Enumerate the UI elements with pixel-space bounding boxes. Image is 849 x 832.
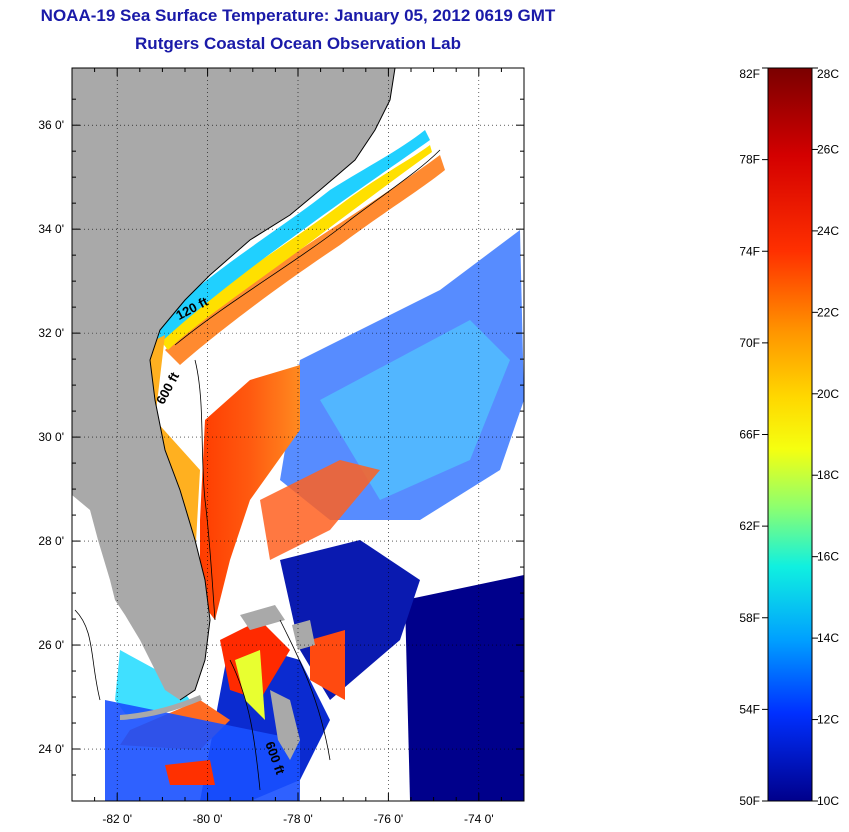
colorbar-label-fahrenheit: 66F [739, 428, 760, 442]
shelf-water [165, 155, 445, 365]
shelf-water [145, 335, 200, 560]
coastline [149, 68, 396, 701]
isobath-600ft [229, 659, 261, 791]
land-florida-keys [120, 695, 202, 720]
colorbar-label-fahrenheit: 62F [739, 519, 760, 533]
colorbar-label-celsius: 26C [817, 142, 839, 156]
shelf-water [235, 650, 265, 720]
cold-water-region [405, 575, 524, 801]
page-subtitle: Rutgers Coastal Ocean Observation Lab [135, 34, 461, 53]
colorbar [767, 67, 813, 802]
gulf-stream [310, 630, 345, 700]
isobath-600ft [74, 609, 101, 701]
colorbar-label-celsius: 20C [817, 387, 839, 401]
colorbar-label-celsius: 14C [817, 631, 839, 645]
colorbar-label-celsius: 12C [817, 713, 839, 727]
tick-label-lat: 32 0' [38, 326, 64, 340]
tick-label-lat: 34 0' [38, 222, 64, 236]
page-title: NOAA-19 Sea Surface Temperature: January… [40, 6, 556, 25]
shelf-water [150, 130, 430, 345]
colorbar-label-celsius: 18C [817, 468, 839, 482]
map-gridlines [72, 68, 524, 801]
colorbar-label-celsius: 22C [817, 305, 839, 319]
gulf-stream [200, 365, 300, 620]
cold-water-region [105, 700, 300, 801]
tick-label-lon: -76 0' [374, 812, 404, 826]
colorbar-label-celsius: 16C [817, 550, 839, 564]
land-bahamas [270, 690, 300, 760]
colorbar-label-fahrenheit: 50F [739, 794, 760, 808]
colorbar-label-celsius: 24C [817, 224, 839, 238]
map-ticks: 36 0' 34 0' 32 0' 30 0' 28 0' 26 0' 24 0' -82 0… [38, 68, 524, 826]
tick-label-lat: 28 0' [38, 534, 64, 548]
land-us-southeast [72, 68, 395, 700]
tick-label-lon: -78 0' [283, 812, 313, 826]
tick-label-lat: 30 0' [38, 430, 64, 444]
tick-label-lon: -80 0' [193, 812, 223, 826]
shelf-water [115, 650, 190, 720]
colorbar-label-fahrenheit: 74F [739, 244, 760, 258]
colorbar-label-fahrenheit: 82F [739, 67, 760, 81]
isobath-120ft [174, 149, 441, 346]
tick-label-lon: -82 0' [102, 812, 132, 826]
colorbar-label-fahrenheit: 78F [739, 153, 760, 167]
shelf-water [160, 145, 432, 350]
tick-label-lat: 24 0' [38, 742, 64, 756]
colorbar-label-celsius: 10C [817, 794, 839, 808]
land-bahamas [240, 605, 285, 630]
land-bahamas [292, 620, 315, 650]
isobath-600ft [279, 619, 331, 761]
colorbar-labels: 82F 78F 74F 70F 66F 62F 58F 54F 50F 28C 26C 24C 22C 2… [739, 67, 839, 808]
gulf-stream [165, 760, 215, 785]
isobath-600ft [194, 359, 216, 621]
colorbar-label-celsius: 28C [817, 67, 839, 81]
colorbar-label-fahrenheit: 54F [739, 702, 760, 716]
colorbar-label-fahrenheit: 58F [739, 611, 760, 625]
colorbar-label-fahrenheit: 70F [739, 336, 760, 350]
tick-label-lat: 26 0' [38, 638, 64, 652]
mixed-water-region [320, 320, 510, 500]
tick-label-lat: 36 0' [38, 118, 64, 132]
tick-label-lon: -74 0' [464, 812, 494, 826]
gulf-stream [260, 460, 380, 560]
